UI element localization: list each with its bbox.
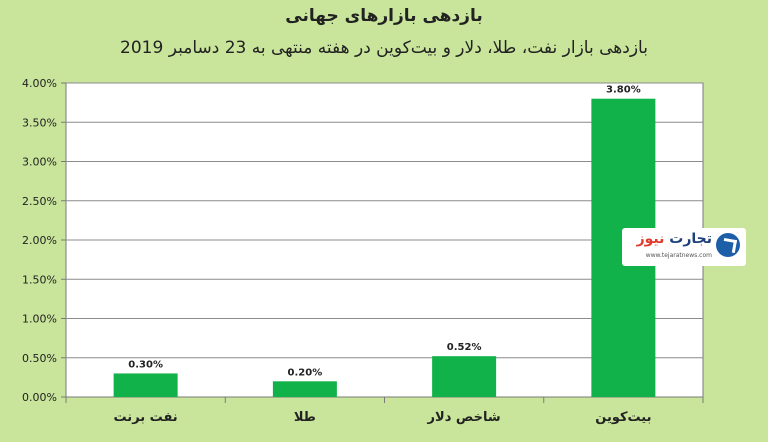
watermark-url: www.tejaratnews.com [645,252,712,259]
data-label: 0.52% [447,342,482,353]
bar [113,373,178,397]
x-tick-label: طلا [294,410,316,425]
watermark-name-part2: نیوز [636,231,665,247]
tejaratnews-logo-icon [716,233,740,257]
data-label: 0.20% [288,367,323,378]
y-tick-label: 0.50% [22,352,57,365]
x-tick-label: نفت برنت [114,410,178,425]
bar [272,381,337,397]
y-tick-label: 1.50% [22,273,57,286]
y-tick-label: 2.50% [22,195,57,208]
data-label: 0.30% [128,359,163,370]
y-tick-label: 4.00% [22,77,57,90]
y-tick-label: 2.00% [22,234,57,247]
watermark-logo: تجارت نیوز www.tejaratnews.com [622,228,746,266]
watermark-name: تجارت نیوز [637,231,712,247]
y-tick-label: 3.00% [22,156,57,169]
chart-title: بازدهی بازارهای جهانی [285,6,483,26]
x-tick-label: شاخص دلار [427,410,501,425]
data-label: 3.80% [606,85,641,96]
x-tick-label: بیت‌کوین [595,410,651,425]
watermark-name-part1: تجارت [669,231,712,247]
y-tick-label: 0.00% [22,391,57,404]
y-tick-label: 1.00% [22,313,57,326]
y-tick-label: 3.50% [22,116,57,129]
chart-subtitle: بازدهی بازار نفت، طلا، دلار و بیت‌کوین د… [120,38,648,58]
bar [432,356,497,397]
